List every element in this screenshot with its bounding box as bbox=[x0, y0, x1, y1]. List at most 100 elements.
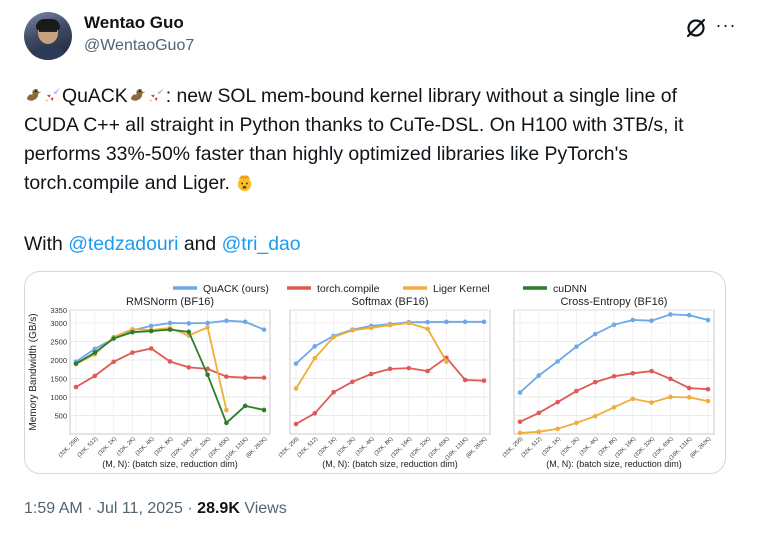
x-tick-label: (32K, 4K) bbox=[579, 436, 600, 457]
data-point bbox=[148, 323, 154, 329]
data-point bbox=[611, 405, 617, 410]
data-point bbox=[481, 319, 487, 325]
data-point bbox=[668, 376, 673, 382]
data-point bbox=[425, 319, 430, 325]
data-point bbox=[592, 413, 598, 419]
benchmark-chart: QuACK (ours) torch.compile Liger Kernel cuD… bbox=[28, 283, 715, 469]
data-point bbox=[630, 396, 636, 402]
y-axis-label: Memory Bandwidth (GB/s) bbox=[28, 313, 39, 430]
data-point bbox=[224, 374, 229, 379]
data-point bbox=[481, 378, 487, 383]
data-point bbox=[686, 395, 692, 400]
data-point bbox=[611, 322, 617, 328]
rocket-emoji-icon bbox=[149, 87, 164, 103]
y-tick-label: 3350 bbox=[50, 306, 67, 315]
data-point bbox=[92, 350, 98, 355]
data-point bbox=[368, 325, 374, 331]
legend-label: QuACK (ours) bbox=[203, 283, 269, 295]
x-tick-label: (32K, 4K) bbox=[355, 436, 376, 457]
data-point bbox=[130, 350, 135, 355]
data-point bbox=[630, 317, 636, 323]
data-point bbox=[186, 329, 192, 335]
data-point bbox=[705, 386, 711, 392]
data-point bbox=[555, 359, 560, 364]
data-point bbox=[167, 320, 173, 326]
data-point bbox=[224, 420, 229, 426]
data-point bbox=[186, 321, 192, 326]
y-tick-label: 2000 bbox=[50, 356, 67, 365]
data-point bbox=[92, 373, 98, 379]
data-point bbox=[293, 421, 299, 427]
views-count: 28.9K bbox=[197, 500, 240, 517]
x-axis-label: (M, N): (batch size, reduction dim) bbox=[546, 459, 682, 469]
x-tick-label: (32K, 1K) bbox=[317, 436, 338, 457]
data-point bbox=[111, 359, 116, 365]
data-point bbox=[462, 319, 468, 325]
x-tick-label: (32K, 1K) bbox=[97, 436, 118, 457]
data-point bbox=[462, 377, 468, 383]
mention-tri-dao[interactable]: @tri_dao bbox=[221, 233, 301, 255]
data-point bbox=[555, 399, 560, 405]
data-point bbox=[425, 326, 430, 332]
data-point bbox=[205, 372, 210, 378]
tweet-header: Wentao Guo @WentaoGuo7 ··· bbox=[24, 12, 736, 60]
and-label: and bbox=[183, 233, 217, 255]
data-point bbox=[406, 365, 412, 371]
tweet-text: QuACK: new SOL mem-bound kernel library … bbox=[24, 82, 736, 198]
data-point bbox=[224, 318, 229, 324]
data-point bbox=[668, 312, 673, 317]
data-point bbox=[649, 368, 654, 374]
data-point bbox=[574, 388, 579, 394]
meta-separator: · bbox=[187, 500, 193, 517]
data-point bbox=[517, 430, 523, 436]
data-point bbox=[242, 319, 248, 325]
data-point bbox=[649, 400, 654, 405]
duck-emoji-icon bbox=[130, 88, 145, 101]
x-tick-label: (32K, 512) bbox=[520, 436, 543, 459]
x-axis-label: (M, N): (batch size, reduction dim) bbox=[322, 459, 458, 469]
x-tick-label: (32K, 512) bbox=[296, 436, 319, 459]
tweet-time[interactable]: 1:59 AM bbox=[24, 500, 83, 517]
author-name[interactable]: Wentao Guo bbox=[84, 13, 184, 32]
data-point bbox=[592, 331, 598, 337]
data-point bbox=[312, 343, 318, 349]
data-point bbox=[148, 328, 154, 334]
data-point bbox=[130, 329, 135, 335]
author-handle[interactable]: @WentaoGuo7 bbox=[84, 37, 195, 54]
more-icon[interactable]: ··· bbox=[715, 15, 737, 35]
y-tick-label: 1500 bbox=[50, 374, 67, 383]
data-point bbox=[574, 344, 579, 349]
data-point bbox=[611, 373, 617, 379]
panel-title: Softmax (BF16) bbox=[351, 296, 428, 308]
media-chart-image[interactable]: QuACK (ours) torch.compile Liger Kernel cuD… bbox=[24, 271, 726, 474]
data-point bbox=[167, 327, 173, 332]
data-point bbox=[705, 317, 711, 323]
data-point bbox=[686, 312, 692, 318]
x-tick-label: (32K, 2K) bbox=[116, 436, 137, 457]
data-point bbox=[536, 429, 542, 435]
data-point bbox=[425, 368, 430, 374]
panel-title: RMSNorm (BF16) bbox=[126, 296, 214, 308]
tweet-meta: 1:59 AM · Jul 11, 2025 · 28.9K Views bbox=[24, 500, 287, 518]
mention-tedzadouri[interactable]: @tedzadouri bbox=[68, 233, 179, 255]
panel-title: Cross-Entropy (BF16) bbox=[561, 296, 668, 308]
data-point bbox=[92, 346, 98, 352]
data-point bbox=[331, 389, 336, 395]
data-point bbox=[242, 375, 248, 381]
grok-icon[interactable] bbox=[684, 16, 708, 40]
exploding-head-emoji-icon bbox=[238, 175, 252, 192]
data-point bbox=[261, 407, 267, 413]
data-point bbox=[555, 426, 560, 432]
data-point bbox=[705, 398, 711, 404]
data-point bbox=[312, 410, 318, 416]
data-point bbox=[406, 320, 412, 326]
data-point bbox=[224, 407, 229, 413]
data-point bbox=[350, 379, 355, 385]
data-point bbox=[261, 375, 267, 381]
avatar[interactable] bbox=[24, 12, 72, 60]
data-point bbox=[293, 361, 299, 366]
data-point bbox=[574, 420, 579, 426]
tweet-date[interactable]: Jul 11, 2025 bbox=[96, 500, 183, 517]
mentions-line: With @tedzadouri and @tri_dao bbox=[24, 230, 301, 259]
x-tick-label: (32K, 512) bbox=[76, 436, 99, 459]
